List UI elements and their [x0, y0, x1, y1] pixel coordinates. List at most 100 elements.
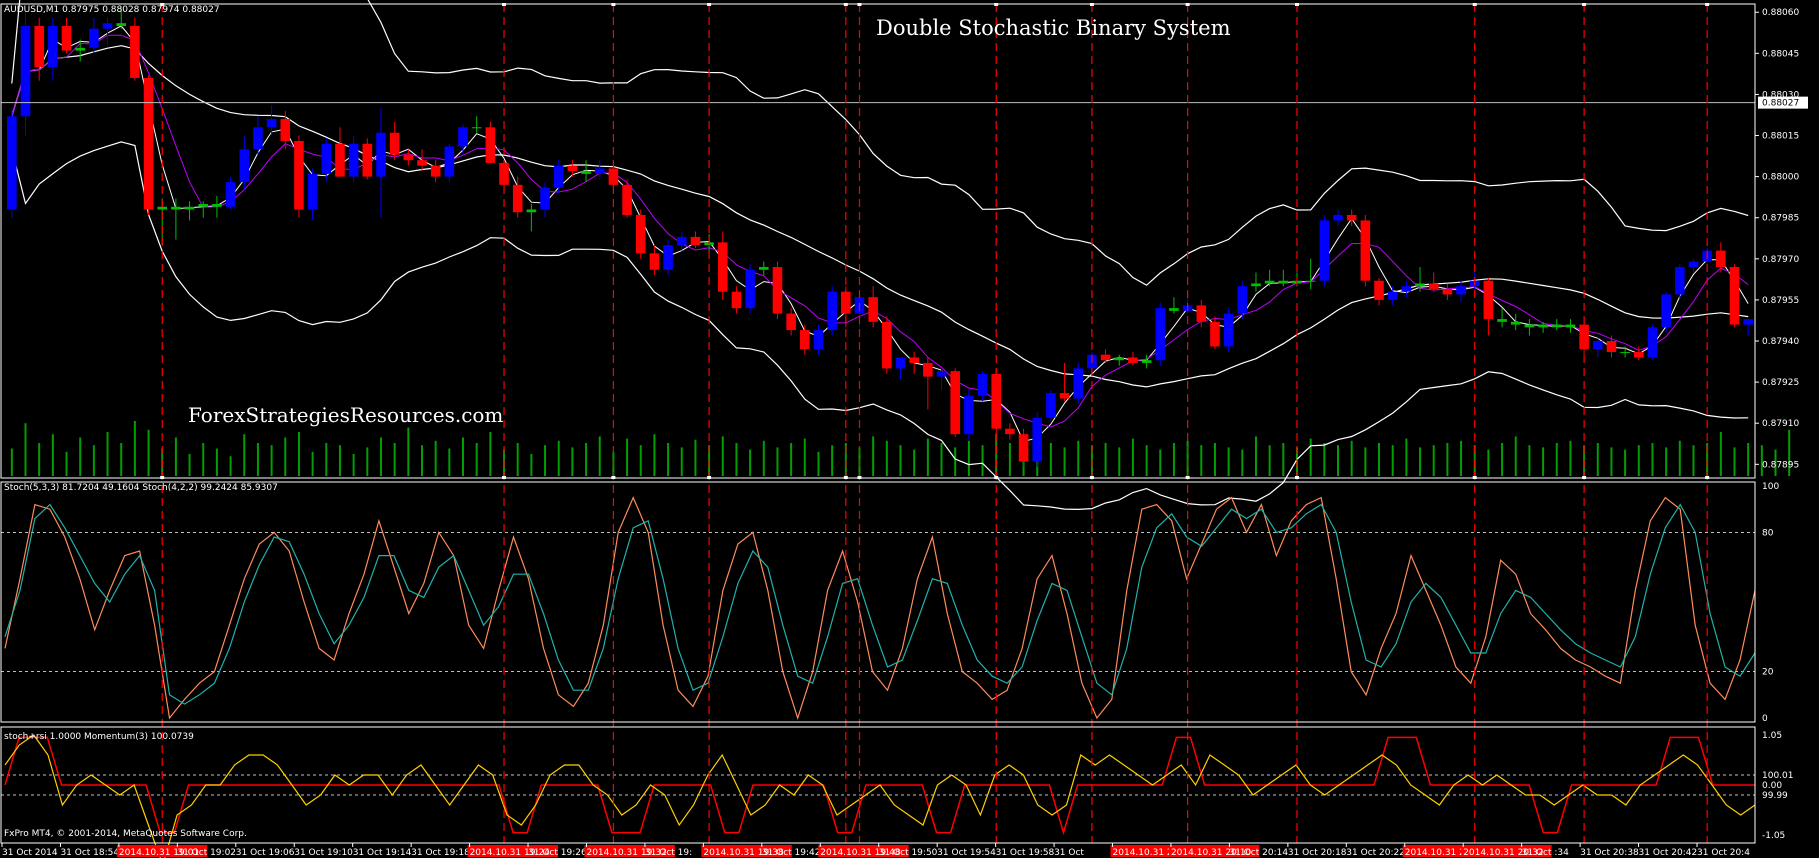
candle[interactable]: [1661, 291, 1671, 333]
candle[interactable]: [143, 75, 154, 215]
candle[interactable]: [34, 17, 44, 81]
candle[interactable]: [1360, 214, 1371, 287]
candle[interactable]: [430, 160, 441, 183]
candle[interactable]: [1401, 280, 1412, 298]
candle[interactable]: [1387, 286, 1398, 306]
candle[interactable]: [1456, 280, 1466, 303]
candle[interactable]: [964, 390, 974, 440]
candle[interactable]: [1169, 297, 1179, 314]
candle[interactable]: [102, 17, 113, 46]
candle[interactable]: [553, 160, 564, 194]
candle[interactable]: [1551, 319, 1562, 331]
candle[interactable]: [827, 286, 837, 336]
candle[interactable]: [1510, 313, 1521, 331]
candle[interactable]: [1046, 390, 1056, 421]
candle[interactable]: [1141, 354, 1152, 369]
candle[interactable]: [1647, 324, 1658, 361]
candle[interactable]: [950, 368, 960, 437]
candle[interactable]: [1128, 351, 1138, 366]
candle[interactable]: [1716, 242, 1726, 273]
candle[interactable]: [253, 116, 263, 155]
candle[interactable]: [335, 127, 345, 177]
candle[interactable]: [800, 324, 810, 355]
momentum-panel[interactable]: [1, 734, 1756, 858]
candle[interactable]: [1483, 277, 1494, 336]
candle[interactable]: [1592, 338, 1603, 358]
candle[interactable]: [690, 231, 701, 248]
candle[interactable]: [581, 160, 591, 183]
candle[interactable]: [403, 149, 414, 166]
candle[interactable]: [362, 138, 373, 180]
candle[interactable]: [1073, 362, 1084, 405]
candle[interactable]: [1346, 209, 1357, 226]
candle[interactable]: [1428, 272, 1439, 292]
candle[interactable]: [1538, 321, 1548, 333]
candle[interactable]: [977, 371, 988, 402]
candle[interactable]: [813, 324, 824, 355]
candle[interactable]: [321, 138, 332, 183]
candle[interactable]: [171, 198, 181, 240]
candle[interactable]: [1606, 335, 1617, 358]
candle[interactable]: [635, 209, 646, 259]
candle[interactable]: [649, 245, 660, 276]
candle[interactable]: [376, 108, 386, 218]
candle[interactable]: [759, 261, 769, 276]
candle[interactable]: [717, 231, 728, 300]
candle[interactable]: [786, 308, 796, 336]
candle[interactable]: [1743, 319, 1753, 336]
candle[interactable]: [567, 160, 578, 177]
candle[interactable]: [75, 39, 85, 62]
candle[interactable]: [212, 195, 222, 218]
stochastic-panel[interactable]: [1, 496, 1756, 720]
candle[interactable]: [772, 261, 783, 320]
candle[interactable]: [266, 105, 277, 136]
candle[interactable]: [307, 168, 318, 221]
candle[interactable]: [1319, 214, 1330, 287]
candle[interactable]: [444, 143, 455, 183]
candle[interactable]: [594, 160, 605, 180]
candle[interactable]: [895, 357, 906, 380]
candle[interactable]: [471, 116, 482, 133]
candle[interactable]: [458, 124, 468, 155]
price-panel[interactable]: [1, 0, 1791, 511]
candle[interactable]: [1032, 412, 1043, 468]
candle[interactable]: [20, 12, 31, 136]
candle[interactable]: [1223, 308, 1234, 352]
candle[interactable]: [731, 286, 742, 314]
candle[interactable]: [1675, 264, 1685, 300]
candle[interactable]: [348, 135, 359, 183]
candle[interactable]: [526, 204, 537, 232]
candle[interactable]: [1278, 269, 1289, 287]
candle[interactable]: [239, 135, 250, 191]
candle[interactable]: [1114, 354, 1125, 366]
candle[interactable]: [116, 6, 126, 29]
candle[interactable]: [1374, 277, 1384, 306]
candle[interactable]: [48, 17, 58, 81]
candle[interactable]: [485, 121, 496, 163]
candle[interactable]: [1237, 280, 1248, 320]
candle[interactable]: [1264, 269, 1275, 287]
candle[interactable]: [745, 264, 755, 314]
candle[interactable]: [1565, 319, 1576, 333]
candle[interactable]: [1305, 258, 1316, 289]
candle[interactable]: [1442, 283, 1453, 300]
candle[interactable]: [225, 176, 236, 210]
candle[interactable]: [1620, 346, 1630, 358]
candle[interactable]: [1524, 319, 1535, 336]
candle[interactable]: [1100, 349, 1111, 363]
candle[interactable]: [294, 135, 304, 218]
candle[interactable]: [1688, 258, 1699, 273]
candle[interactable]: [622, 179, 632, 218]
candle[interactable]: [7, 108, 17, 218]
candle[interactable]: [1634, 346, 1644, 361]
candle[interactable]: [417, 149, 427, 172]
candle[interactable]: [1018, 428, 1029, 468]
candle[interactable]: [676, 231, 687, 251]
candle[interactable]: [1729, 264, 1740, 328]
candle[interactable]: [1251, 272, 1261, 292]
candle[interactable]: [130, 17, 140, 81]
candle[interactable]: [1210, 316, 1220, 350]
candle[interactable]: [909, 351, 919, 374]
candle[interactable]: [1005, 423, 1015, 440]
